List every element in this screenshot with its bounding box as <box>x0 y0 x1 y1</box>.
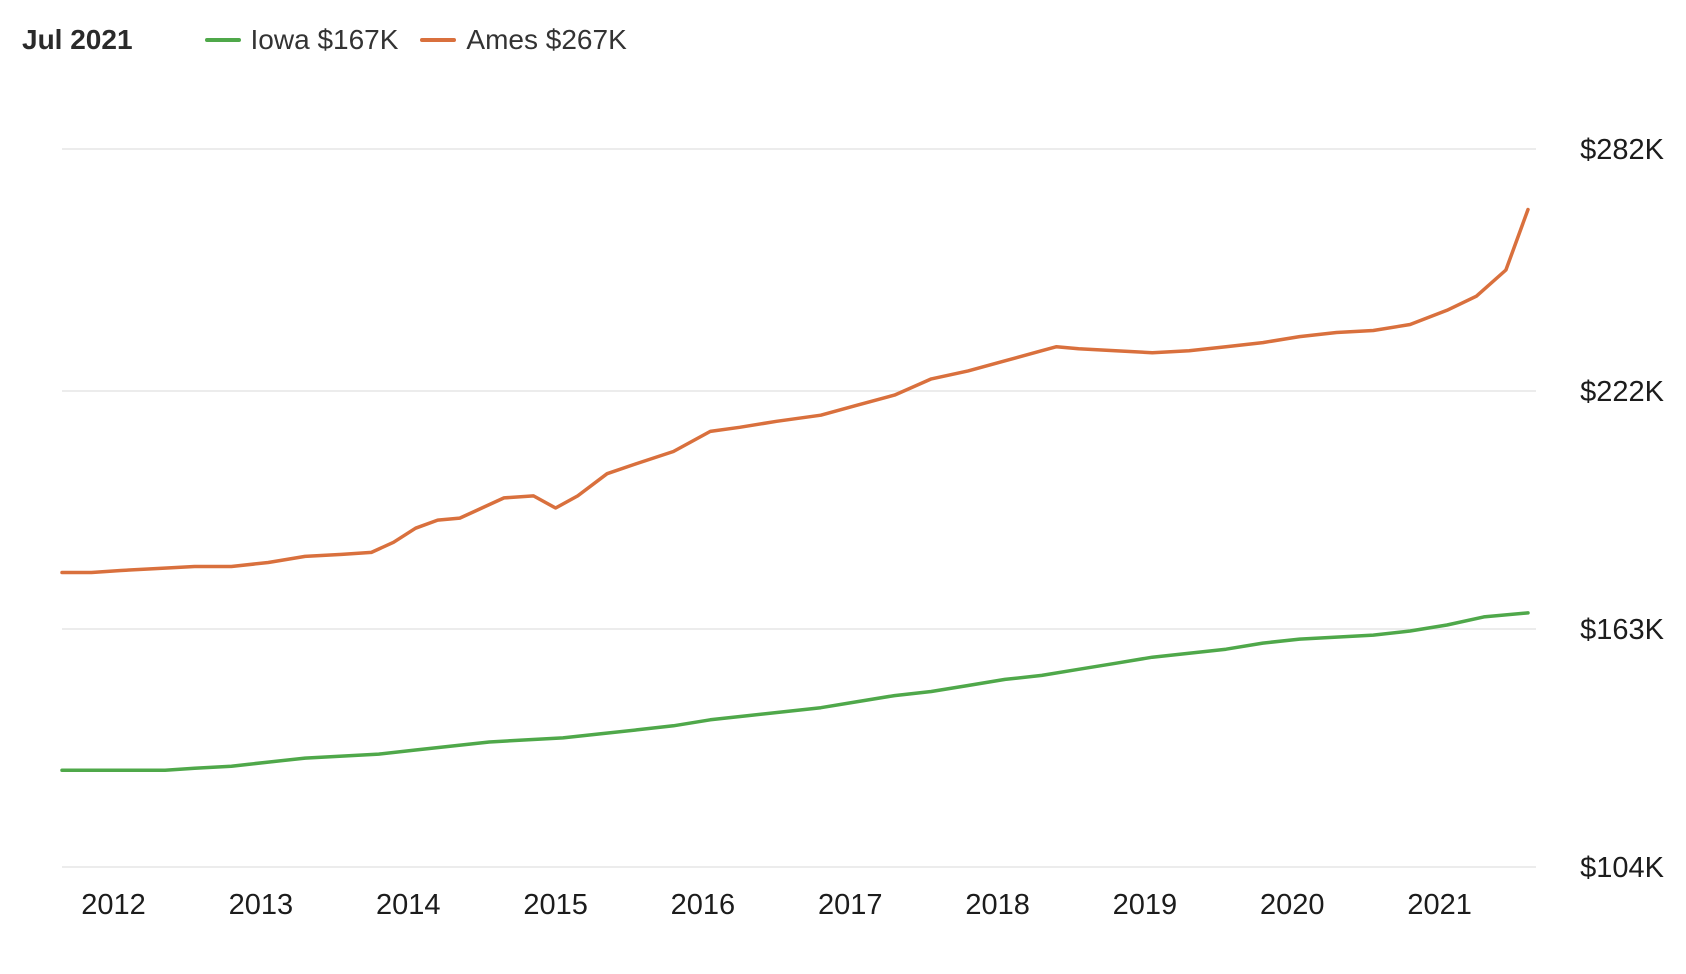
x-axis-ticks: 2012 2013 2014 2015 2016 2017 2018 2019 2020 2021 <box>81 889 1472 921</box>
date-label: Jul 2021 <box>22 24 133 55</box>
legend-item-ames[interactable]: Ames $267K <box>420 24 627 56</box>
x-tick-label: 2013 <box>229 889 294 921</box>
x-tick-label: 2020 <box>1260 889 1325 921</box>
y-tick-label: $104K <box>1580 852 1665 884</box>
y-tick-label: $222K <box>1580 376 1665 408</box>
x-tick-label: 2017 <box>818 889 883 921</box>
x-tick-label: 2018 <box>965 889 1030 921</box>
y-axis-ticks: $104K $163K $222K $282K <box>1580 134 1665 884</box>
x-tick-label: 2021 <box>1407 889 1472 921</box>
x-tick-label: 2012 <box>81 889 146 921</box>
legend-label-ames: Ames $267K <box>466 24 627 55</box>
series-line-iowa <box>60 611 1530 772</box>
x-tick-label: 2014 <box>376 889 441 921</box>
y-tick-label: $163K <box>1580 614 1665 646</box>
y-tick-label: $282K <box>1580 134 1665 166</box>
x-tick-label: 2015 <box>523 889 588 921</box>
series-lines <box>60 207 1530 772</box>
x-tick-label: 2016 <box>671 889 736 921</box>
x-tick-label: 2019 <box>1113 889 1178 921</box>
gridlines <box>62 148 1536 868</box>
legend-swatch-ames <box>420 38 457 42</box>
legend-label-iowa: Iowa $167K <box>250 24 399 55</box>
series-line-ames <box>60 207 1530 575</box>
chart-header: Jul 2021 Iowa $167K Ames $267K <box>22 18 649 62</box>
legend-swatch-iowa <box>204 38 241 42</box>
legend-item-iowa[interactable]: Iowa $167K <box>204 24 399 56</box>
